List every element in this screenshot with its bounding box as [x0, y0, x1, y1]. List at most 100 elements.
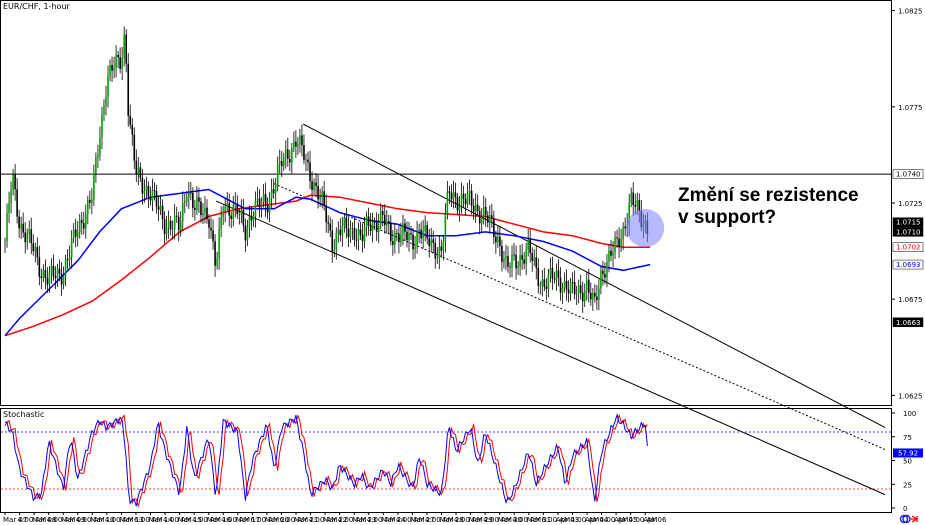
candle-body [252, 216, 255, 221]
candle-body [14, 174, 16, 190]
candle-body [270, 189, 273, 199]
candle-body [230, 215, 233, 219]
candle-body [323, 191, 325, 206]
candle-body [489, 215, 491, 223]
zoom-icon[interactable] [899, 514, 909, 524]
candle-body [426, 225, 428, 239]
time-label-44: Apr 06 [643, 516, 667, 524]
candle-body [232, 205, 235, 219]
candle-body [456, 197, 459, 211]
channel-line-0 [303, 123, 886, 428]
candle-body [555, 270, 558, 280]
channel-lines [215, 123, 886, 496]
candle-body [402, 223, 404, 235]
candle-body [149, 196, 152, 201]
candle-body [523, 259, 525, 264]
time-label-15: 4:00 AM [221, 516, 250, 524]
time-label-11: 4:00 AM [163, 516, 192, 524]
candle-body [212, 230, 214, 242]
symbol-label: EUR/CHF, 1-hour [3, 2, 70, 11]
candle-body [87, 199, 89, 215]
candle-body [218, 228, 220, 259]
candle-body [254, 200, 257, 217]
candle-body [486, 215, 489, 223]
time-label-21: 4:00 AM [309, 516, 338, 524]
candle-body [137, 167, 140, 174]
candle-body [442, 241, 445, 251]
candle-body [351, 227, 354, 229]
candle-body [468, 190, 471, 194]
candle-body [80, 219, 83, 224]
candle-body [444, 214, 447, 242]
candle-body [343, 217, 346, 227]
candle-body [297, 144, 299, 147]
candle-body [569, 281, 572, 294]
candle-body [365, 216, 368, 228]
candle-body [93, 173, 95, 200]
price-label-3: 1.0702 [896, 244, 921, 252]
candle-body [167, 220, 170, 228]
candle-body [169, 220, 172, 230]
candle-body [373, 221, 376, 223]
candle-body [307, 159, 309, 163]
candle-body [313, 182, 315, 191]
candle-body [50, 265, 53, 273]
candle-body [377, 225, 380, 233]
candle-body [620, 238, 622, 248]
time-label-35: 4:00 AM [512, 516, 541, 524]
candle-body [82, 223, 85, 229]
candle-body [196, 197, 198, 211]
price-label-box-3 [892, 242, 924, 252]
price-label-5: 1.0663 [896, 319, 921, 327]
candle-body [418, 229, 420, 232]
candle-body [161, 205, 164, 220]
candle-body [244, 225, 247, 241]
candle-body [547, 274, 550, 289]
scroll-end-icon[interactable] [910, 515, 919, 523]
candle-body [16, 189, 18, 217]
candle-body [448, 191, 451, 193]
candle-body [115, 54, 117, 69]
candle-body [200, 201, 202, 216]
price-tick-label-1: 1.0775 [898, 104, 923, 112]
candle-body [511, 254, 513, 268]
candle-body [210, 227, 212, 231]
candle-body [432, 239, 435, 243]
candle-body [379, 211, 382, 226]
candle-body [525, 249, 527, 264]
candle-body [503, 258, 505, 262]
candle-body [202, 212, 204, 216]
price-tick-label-3: 1.0675 [898, 296, 923, 304]
time-label-18: Mar 20 [265, 516, 289, 524]
time-label-16: Mar 17 [236, 516, 260, 524]
candle-body [20, 223, 22, 229]
highlight-circle [626, 209, 665, 248]
stoch-tick-label-0: 100 [903, 410, 916, 418]
candle-body [105, 96, 107, 107]
scroll-icons[interactable] [899, 514, 919, 524]
candle-body [622, 226, 624, 239]
candle-body [208, 219, 210, 228]
candle-body [311, 181, 313, 191]
time-label-23: 4:00 AM [338, 516, 367, 524]
candle-body [12, 174, 14, 190]
candle-body [581, 292, 584, 302]
candle-body [501, 245, 503, 262]
stoch-current-label: 57.92 [898, 449, 918, 457]
candle-body [145, 185, 148, 191]
candle-body [416, 231, 418, 247]
candle-body [278, 161, 281, 165]
candle-body [515, 254, 517, 269]
candle-body [495, 236, 497, 243]
time-label-3: 4:00 AM [47, 516, 76, 524]
candle-body [204, 207, 206, 213]
candle-body [575, 293, 578, 295]
annotation-line-1: Změní se rezistence [678, 185, 859, 206]
candle-body [8, 203, 10, 213]
candle-body [454, 192, 457, 198]
candle-body [293, 141, 295, 148]
time-label-39: 4:00 AM [570, 516, 599, 524]
candle-body [630, 192, 632, 203]
price-label-box-1 [892, 217, 924, 227]
candle-body [99, 137, 101, 156]
